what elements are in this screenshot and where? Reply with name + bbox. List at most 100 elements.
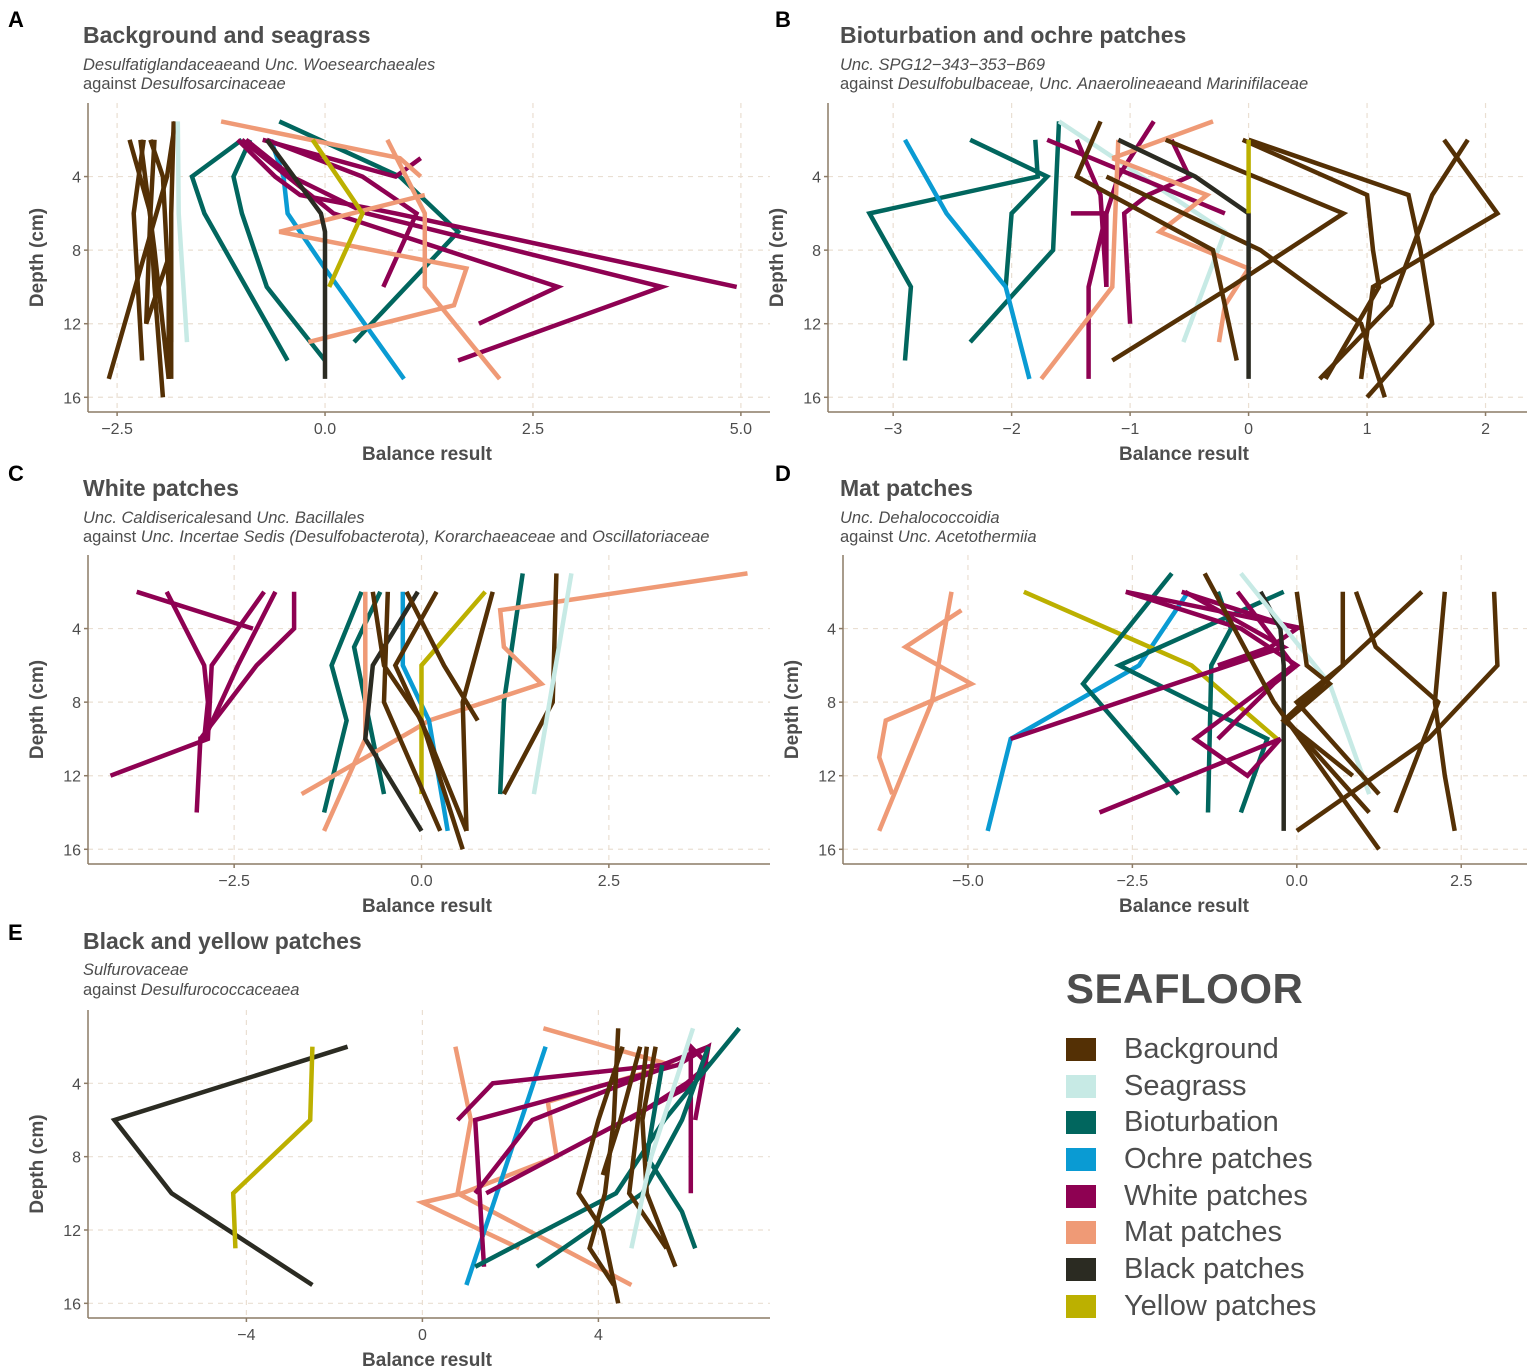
x-tick-label: −5.0 [952,873,984,890]
series-line-white [473,1062,672,1195]
panel-c: C White patches Unc. Caldisericalesand Unc… [0,453,770,917]
y-tick-label: 8 [72,1150,81,1167]
chart-subtitle-line1: Sulfurovaceae [83,961,189,979]
legend-swatch-ochre [1066,1147,1096,1171]
series-line-bioturbation [474,1026,741,1269]
series-line-white [202,590,278,740]
series-line-background [1318,138,1470,381]
series-line-background [392,590,469,832]
legend-item-seagrass: Seagrass [1066,1068,1316,1105]
series-line-background [576,1045,625,1304]
series-line-bioturbation [497,573,525,795]
chart-title: Bioturbation and ochre patches [840,22,1187,48]
legend-item-white: White patches [1066,1178,1316,1215]
x-tick-label: −3 [884,421,902,438]
series-line-background [1295,591,1500,833]
series-line-background [587,1028,621,1287]
series-line-bioturbation [969,137,1051,288]
x-axis-title: Balance result [362,896,493,917]
series-line-background [381,591,443,832]
series-line-seagrass [531,573,574,795]
x-tick-label: −4 [237,1327,255,1344]
x-tick-label: 0.0 [314,421,336,438]
series-line-black [110,1044,349,1287]
x-tick-label: −1 [1121,421,1139,438]
panel-a: A Background and seagrass Desulfatiglandac… [0,0,770,465]
chart-subtitle-line2: against Desulfurococcaceaea [83,981,300,999]
series-line-background [640,1046,678,1268]
series-line-background [600,1046,643,1176]
y-tick-label: 8 [72,243,81,260]
chart-subtitle-line2: against Unc. Incertae Sedis (Desulfobact… [83,528,710,546]
series-line-mat [1039,139,1121,381]
legend-swatch-white [1066,1184,1096,1208]
legend-swatch-background [1066,1037,1096,1061]
plot-area: −2.5 0.0 2.5 5.0 4 8 12 16 Balance result Depth (… [27,103,770,465]
panel-letter: C [8,461,24,486]
x-tick-label: 5.0 [730,421,752,438]
series-line-mat [278,192,470,345]
series-line-background [370,591,465,850]
y-axis-title: Depth (cm) [782,660,803,759]
series-line-background [1105,174,1387,398]
series-line-background [1358,138,1501,380]
series-line-white [1070,211,1110,379]
series-line-background [1353,591,1441,814]
y-tick-label: 16 [63,1296,81,1313]
series-line-bioturbation [189,137,290,362]
series-line-bioturbation [278,119,462,344]
y-tick-label: 8 [72,695,81,712]
x-tick-label: 2.5 [1450,873,1472,890]
series-line-background [1247,137,1435,399]
legend-label: White patches [1124,1179,1308,1212]
series-line-white [1181,589,1302,668]
y-tick-label: 16 [803,390,821,407]
plot-area: −4 0 4 4 8 12 16 Balance result Depth (cm) [27,1010,770,1371]
x-tick-label: 1 [1363,421,1372,438]
series-line-mat [1111,119,1214,161]
chart-subtitle-line1: Unc. Caldisericalesand Unc. Bacillales [83,509,365,527]
legend-label: Seagrass [1124,1069,1247,1102]
y-tick-label: 4 [72,170,81,187]
series-line-bioturbation [535,1045,711,1269]
series-line-mat [453,1046,633,1287]
series-line-white [262,137,423,180]
chart-subtitle-line1: Unc. SPG12−343−353−B69 [840,56,1046,74]
legend-title: SEAFLOOR [1066,965,1304,1012]
legend-label: Background [1124,1032,1279,1065]
x-tick-label: −2 [1003,421,1021,438]
y-tick-label: 4 [827,622,836,639]
series-line-mat [877,591,954,832]
series-line-yellow [310,138,366,288]
y-tick-label: 8 [812,243,821,260]
x-axis-title: Balance result [1119,896,1250,917]
legend-item-black: Black patches [1066,1251,1316,1288]
y-tick-label: 12 [818,769,836,786]
legend-swatch-yellow [1066,1294,1096,1318]
chart-title: Background and seagrass [83,22,371,48]
x-tick-label: −2.5 [1117,873,1149,890]
series-line-mat [300,571,748,797]
series-line-mat [876,608,977,795]
series-line-background [1073,120,1239,361]
series-line-white [244,138,670,363]
plot-area: −5.0 −2.5 0.0 2.5 4 8 12 16 Balance result Depth … [782,555,1527,917]
panel-letter: A [8,7,24,32]
series-line-background [1280,590,1424,778]
y-tick-label: 16 [818,842,836,859]
legend-swatch-seagrass [1066,1074,1096,1098]
series-line-seagrass [629,1027,696,1249]
chart-subtitle-line1: Desulfatiglandaceaeand Unc. Woesearchaea… [83,56,436,74]
legend-label: Bioturbation [1124,1106,1279,1139]
y-tick-label: 8 [827,695,836,712]
y-tick-label: 12 [803,317,821,334]
x-axis-title: Balance result [362,444,493,465]
chart-title: Black and yellow patches [83,928,362,954]
chart-subtitle-line2: against Unc. Acetothermiia [840,528,1037,546]
series-line-black [264,138,328,379]
panel-e: E Black and yellow patches Sulfurovaceae ag… [0,906,770,1371]
series-line-bioturbation [231,138,327,362]
y-tick-label: 4 [72,622,81,639]
series-line-background [1111,137,1349,363]
series-line-bioturbation [1113,589,1285,814]
